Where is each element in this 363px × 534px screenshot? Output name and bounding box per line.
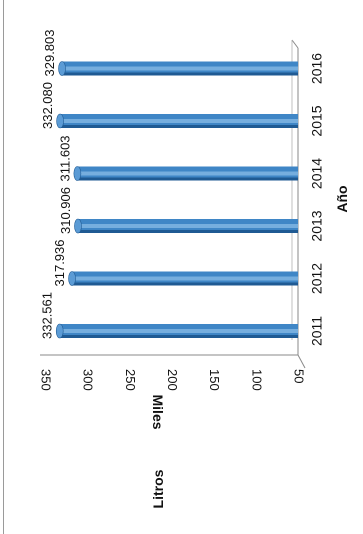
tick-label: 100: [249, 369, 264, 391]
bar-highlight: [77, 171, 298, 176]
bar-shadow: [77, 177, 298, 181]
data-label: 329.803: [42, 30, 57, 77]
category-label: 2013: [309, 210, 325, 241]
bar-2011: [55, 323, 298, 339]
y-axis-label: Miles: [150, 394, 166, 429]
bar-shadow: [72, 282, 298, 286]
category-label: 2012: [309, 263, 325, 294]
floor-edge-line: [297, 354, 306, 369]
bar-2013: [74, 218, 299, 234]
bar-cap: [55, 323, 64, 339]
category-label: 2011: [309, 316, 325, 346]
bar-shadow: [60, 125, 298, 128]
data-label: 310.906: [58, 187, 73, 234]
category-label: 2016: [309, 53, 325, 84]
bar-highlight: [60, 119, 298, 123]
tick-label: 300: [81, 369, 96, 391]
bar-shadow: [62, 72, 298, 76]
data-label: 332.561: [40, 292, 55, 339]
bar-2015: [56, 113, 298, 129]
page-border-line: [3, 0, 4, 534]
data-label: 311.603: [57, 135, 72, 181]
bar-highlight: [59, 329, 298, 333]
tick-label: 250: [123, 369, 138, 391]
bar-highlight: [62, 66, 298, 71]
unit-label: Litros: [150, 469, 166, 508]
x-axis-label: Año: [334, 185, 350, 212]
tick-label: 350: [39, 369, 54, 391]
data-label: 332.080: [40, 82, 55, 129]
wall-edge-line: [291, 39, 299, 49]
bar-highlight: [72, 276, 298, 281]
category-label: 2015: [309, 105, 325, 136]
tick-label: 200: [165, 369, 180, 391]
bar-shadow: [77, 230, 299, 233]
bar-cap: [56, 113, 64, 129]
bar-cap: [58, 61, 66, 76]
bar-2014: [73, 166, 298, 181]
bar-cap: [68, 271, 76, 286]
bar-highlight: [77, 224, 299, 228]
bar-cap: [73, 166, 82, 181]
data-label: 317.936: [52, 240, 67, 287]
tick-label: 50: [292, 369, 307, 383]
bar-2016: [58, 61, 298, 76]
bar-shadow: [59, 335, 298, 338]
category-label: 2014: [309, 158, 325, 189]
bar-2012: [68, 271, 298, 286]
bar-cap: [74, 218, 82, 234]
chart-axes: [40, 39, 306, 369]
tick-label: 150: [207, 369, 222, 391]
